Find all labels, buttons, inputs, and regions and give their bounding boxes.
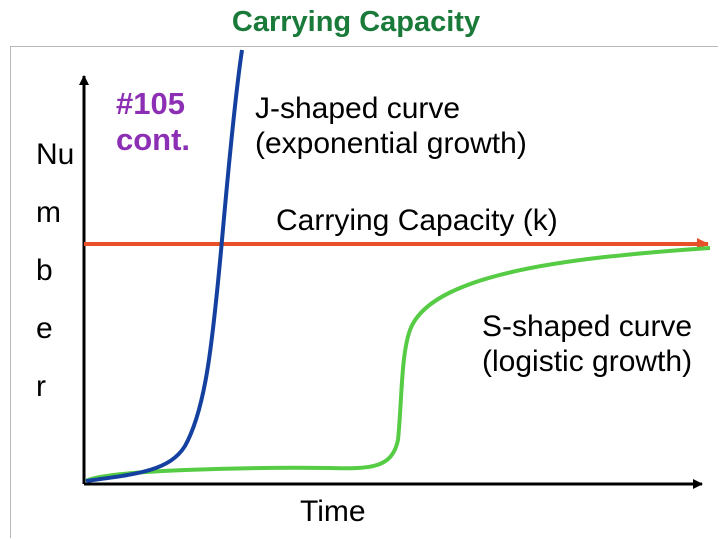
j-curve-label-line-1: J-shaped curve: [255, 92, 461, 125]
j-shaped-curve: [85, 49, 244, 483]
j-curve-label: J-shaped curve (exponential growth): [255, 91, 527, 161]
j-curve-label-line-2: (exponential growth): [255, 127, 527, 160]
carrying-capacity-label: Carrying Capacity (k): [276, 204, 558, 237]
slide-number-suffix: cont.: [116, 122, 191, 157]
s-shaped-curve: [85, 246, 711, 483]
slide-number-badge: #105 cont.: [116, 86, 190, 158]
y-axis-label-part-2: m: [36, 196, 61, 229]
y-axis-label-part-4: e: [36, 312, 53, 345]
s-curve-label: S-shaped curve (logistic growth): [482, 309, 692, 379]
diagram-frame: [10, 46, 718, 538]
y-axis-label-part-5: r: [36, 370, 46, 403]
slide-number: #105: [116, 86, 185, 121]
diagram-title: Carrying Capacity: [231, 6, 481, 38]
s-curve-label-line-2: (logistic growth): [482, 345, 693, 378]
s-curve-label-line-1: S-shaped curve: [482, 310, 693, 343]
y-axis-label-part-1: Nu: [36, 138, 75, 171]
y-axis-label-part-3: b: [36, 254, 53, 287]
x-axis-label: Time: [300, 495, 366, 528]
